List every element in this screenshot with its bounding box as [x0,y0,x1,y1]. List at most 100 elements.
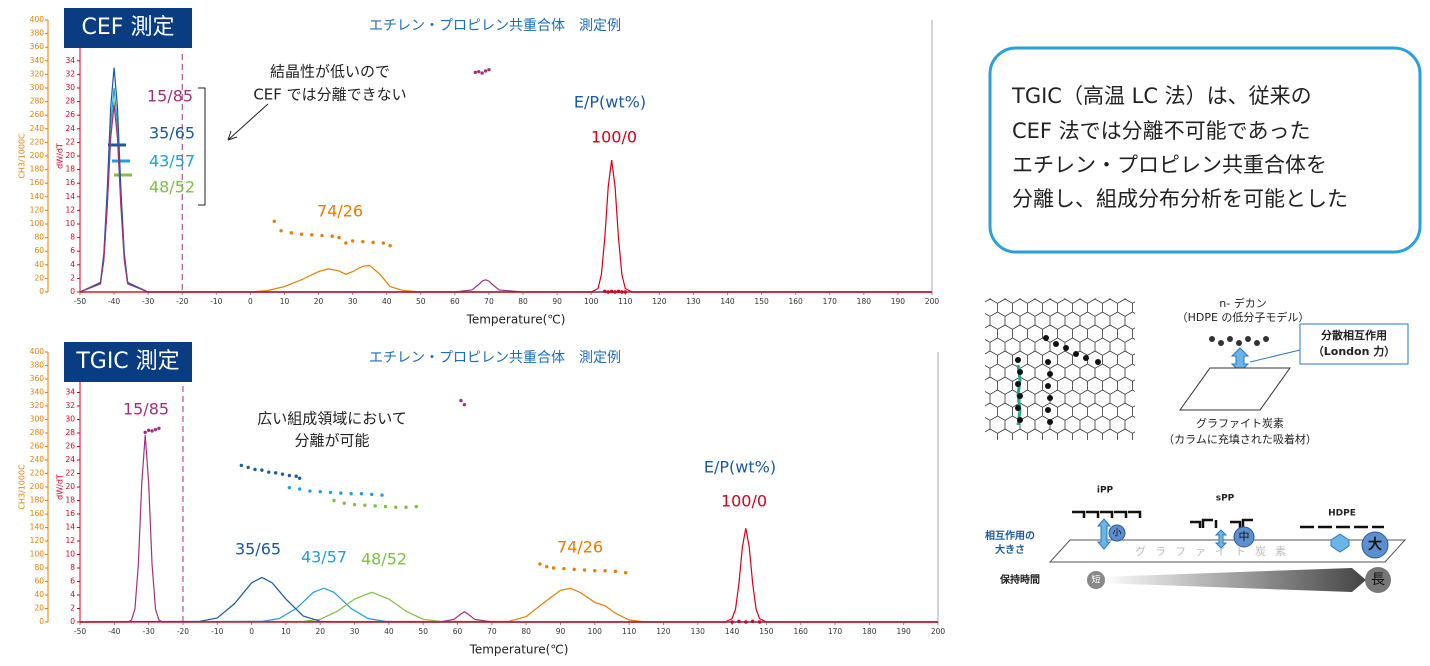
data-point [744,620,748,624]
strength-badge [1233,526,1255,548]
info-text: 分離し、組成分布分析を可能とした [1012,187,1348,211]
chart: -50 -40 -30 -20 -10 0 10 20 30 40 50 60 70 80 90 100 110… [18,8,939,327]
series-label: 74/26 [557,538,603,557]
y2-tick-label: 20 [34,604,44,613]
data-point [593,569,597,573]
y-tick-label: 18 [65,496,75,505]
data-point [253,467,257,472]
data-point [342,501,346,505]
y2-tick-label: 300 [30,83,45,92]
y2-tick-label: 180 [30,496,45,505]
series-label: 35/65 [235,540,281,559]
y2-tick-label: 200 [30,151,45,160]
data-point [545,564,549,569]
y-axis-label: dW/dT [56,143,65,169]
y2-tick-label: 200 [30,482,45,491]
x-tick-label: 170 [828,627,843,636]
surface-note: （カラムに充填された吸着材） [1163,432,1317,446]
data-point [361,239,365,244]
spp-chain [1190,518,1253,528]
data-point [153,427,158,432]
y2-tick-label: 40 [34,260,44,269]
retention-diagram: グラファイト炭素 相互作用の 大きさ iPP sPP HDPE 小 中 大 保持… [985,486,1407,593]
data-point [487,67,491,72]
x-tick-label: 40 [384,627,394,636]
y2-tick-label: 140 [30,523,45,532]
y2-tick-label: 220 [30,137,45,146]
data-point [310,233,314,237]
strength-label: 中 [1239,530,1250,543]
y-tick-label: 0 [70,617,75,626]
data-point [551,566,556,570]
y2-tick-label: 180 [30,165,45,174]
y2-tick-label: 260 [30,110,45,119]
y2-tick-label: 160 [30,178,45,187]
data-point [737,619,741,624]
data-point [459,398,463,403]
x-tick-label: 180 [857,297,872,306]
legend-title: E/P(wt%) [574,93,646,112]
x-tick-label: 130 [691,627,706,636]
x-tick-label: 110 [618,297,633,306]
data-point [371,240,375,245]
info-text: TGIC（高温 LC 法）は、従来の [1011,84,1312,108]
data-point [373,504,377,508]
info-box [988,46,1422,254]
y2-tick-label: 320 [30,69,45,78]
x-tick-label: 50 [418,627,428,636]
data-point [260,468,264,472]
series-label: 15/85 [123,400,169,419]
x-tick-label: 180 [862,627,877,636]
y2-tick-label: 100 [30,219,45,228]
data-point [562,566,566,571]
callout-box [1299,323,1409,365]
info-text: エチレン・プロピレン共重合体を [1012,153,1327,177]
y2-tick-label: 240 [30,455,45,464]
x-tick-label: 60 [453,627,463,636]
y-tick-label: 22 [65,469,75,478]
data-point [320,233,324,238]
data-point [757,620,762,624]
data-point [143,430,147,435]
graphite-plane [1048,539,1407,563]
x-tick-label: 70 [487,627,497,636]
x-tick-label: 40 [382,297,392,306]
data-point [380,493,384,497]
adsorption-diagram: n- デカン （HDPE の低分子モデル） 分散相互作用 （London 力） … [985,296,1409,446]
interaction-note: （London 力） [1313,344,1396,358]
y-tick-label: 22 [65,137,75,146]
y-tick-label: 32 [65,401,75,410]
series-line [79,101,932,293]
y2-tick-label: 0 [39,617,44,626]
series-label: 48/52 [361,550,407,569]
data-point [582,568,587,572]
bracket [198,87,206,206]
x-tick-label: -10 [210,297,222,306]
series-label: 100/0 [721,492,767,511]
series-line [80,528,938,623]
y-tick-label: 0 [70,287,75,296]
y2-tick-label: 80 [34,233,44,242]
polymer-label: sPP [1216,494,1235,504]
y2-tick-label: 80 [34,563,44,572]
x-tick-label: 20 [315,627,325,636]
data-point [462,402,467,407]
data-point [603,569,607,573]
y-tick-label: 24 [65,455,75,464]
data-point [299,232,304,236]
y-tick-label: 18 [65,165,75,174]
data-point [294,474,298,478]
y2-tick-label: 260 [30,442,45,451]
data-point [287,485,292,490]
y-tick-label: 14 [65,192,75,201]
series-label: 43/57 [301,548,347,567]
y2-tick-label: 120 [30,205,45,214]
y2-tick-label: 140 [30,192,45,201]
series-label: 74/26 [317,202,363,221]
info-text: CEF 法では分離不可能であった [1012,119,1310,143]
x-tick-label: 60 [450,297,460,306]
data-point [349,492,353,496]
series-label: 15/85 [147,87,193,106]
x-tick-label: -40 [108,297,120,306]
x-tick-label: 140 [720,297,735,306]
